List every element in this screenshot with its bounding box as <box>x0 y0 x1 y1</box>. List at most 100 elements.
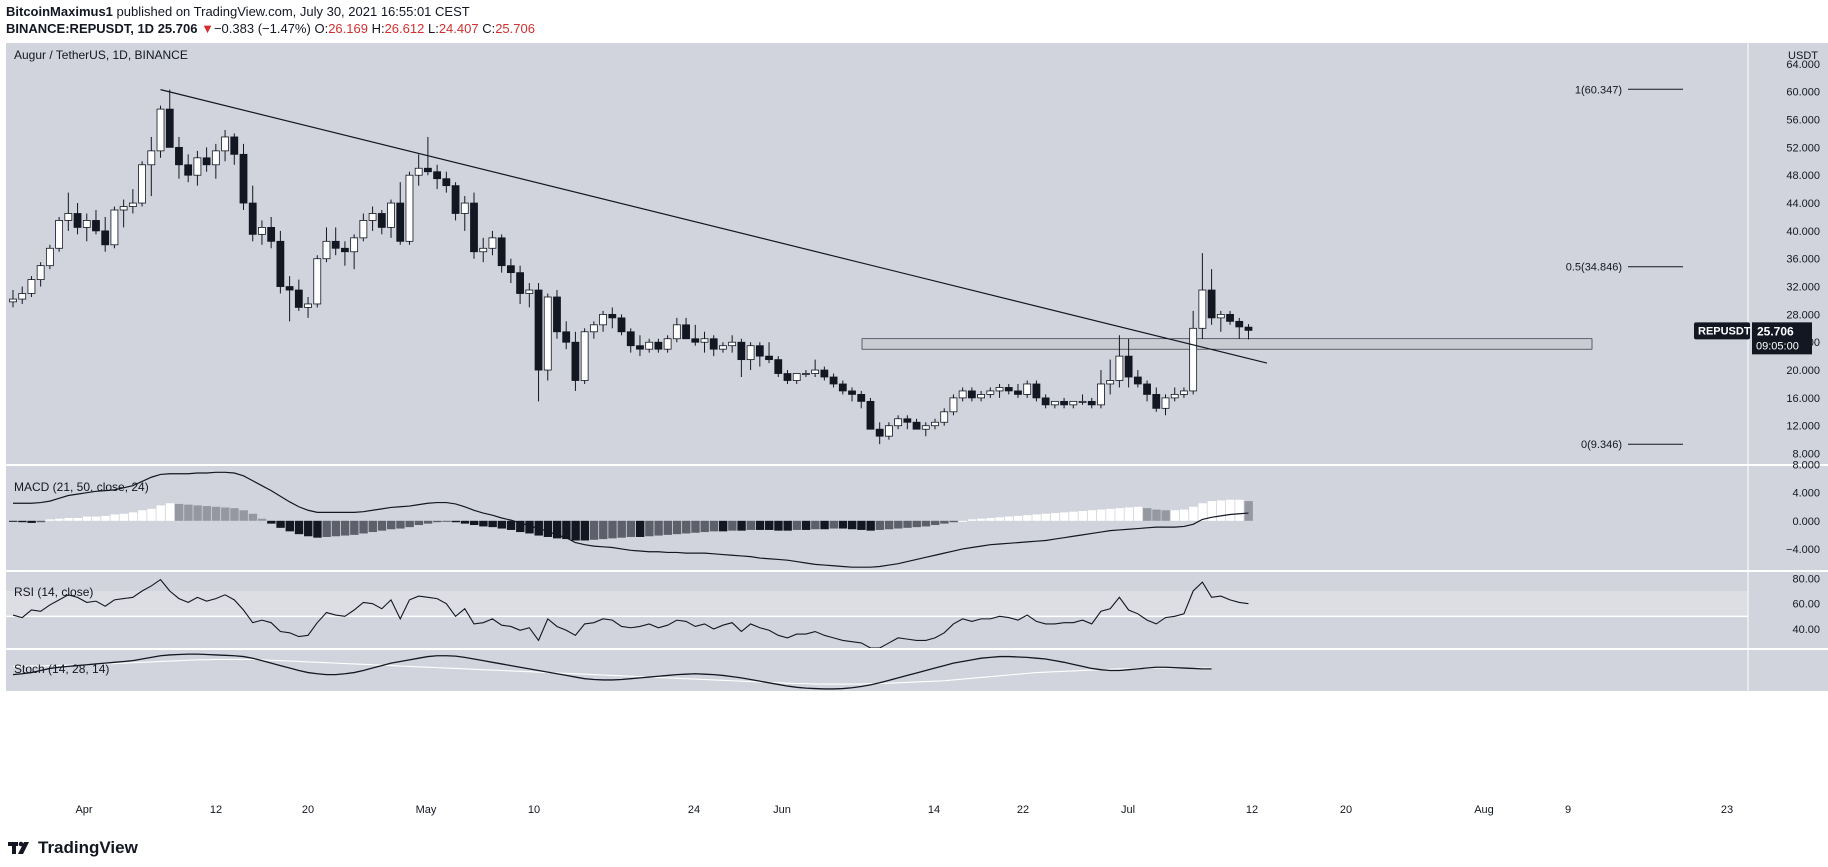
macd-histogram-bar <box>202 506 212 521</box>
time-tick-label: 10 <box>528 804 540 816</box>
low-label: L: <box>427 21 439 36</box>
macd-histogram-bar <box>387 520 396 530</box>
macd-histogram-bar <box>479 520 488 527</box>
macd-histogram-bar <box>829 520 838 529</box>
candle-body <box>442 178 451 187</box>
candle-body <box>875 428 884 437</box>
candle-body <box>451 185 460 214</box>
candle-body <box>73 213 82 228</box>
candle-body <box>350 237 359 253</box>
candle-body <box>571 341 580 381</box>
macd-histogram-bar <box>1133 506 1143 521</box>
candle-body <box>1180 390 1188 395</box>
macd-histogram-bar <box>193 505 202 521</box>
candle-body <box>1143 383 1151 395</box>
macd-histogram-bar <box>1078 510 1087 521</box>
time-tick-label: 9 <box>1565 804 1571 816</box>
candle-body <box>986 390 995 395</box>
macd-histogram-bar <box>626 520 636 537</box>
macd-histogram-bar <box>903 520 912 528</box>
candle-body <box>719 345 727 350</box>
price-tag-symbol-box <box>1694 322 1750 340</box>
publish-text: published on TradingView.com, July 30, 2… <box>116 4 470 19</box>
macd-histogram-bar <box>322 520 331 537</box>
time-axis[interactable]: Apr 12 20 May 10 24 Jun 14 22 Jul 12 20 Aug 9 23 <box>75 804 1733 816</box>
macd-histogram-bar <box>848 520 857 530</box>
time-tick-label: 22 <box>1017 804 1029 816</box>
candle-body <box>1032 383 1041 399</box>
candle-body <box>746 345 755 361</box>
macd-histogram-bar <box>801 520 811 530</box>
macd-histogram-bar <box>156 505 165 521</box>
candle-body <box>645 341 654 350</box>
candle-body <box>1078 400 1087 403</box>
macd-histogram-bar <box>257 518 267 521</box>
macd-histogram-bar <box>1023 515 1032 521</box>
candle-body <box>866 400 875 430</box>
candle-body <box>128 202 137 207</box>
candle-body <box>377 213 386 228</box>
fib-label: 0.5(34.846) <box>1566 262 1622 274</box>
candle-body <box>967 390 976 399</box>
price-tick-label: 56.000 <box>1786 115 1820 127</box>
stoch-title: Stoch (14, 28, 14) <box>14 662 109 676</box>
macd-histogram-bar <box>811 520 820 530</box>
time-tick-label: 24 <box>688 804 700 816</box>
author-name[interactable]: BitcoinMaximus1 <box>6 4 113 19</box>
macd-tick-label: 0.000 <box>1792 516 1820 528</box>
trendline-path <box>160 89 1268 364</box>
price-axis-unit: USDT <box>1788 50 1818 62</box>
macd-histogram-bar <box>1152 509 1161 521</box>
candle-body <box>543 296 552 371</box>
chart-area[interactable]: 1(60.347) 0.5(34.846) 0(9.346) 8.000 12.000… <box>0 43 1828 827</box>
macd-histogram-bar <box>857 520 866 530</box>
macd-histogram-bar <box>820 520 829 530</box>
macd-histogram-bar <box>921 520 931 527</box>
macd-histogram-bar <box>350 520 359 535</box>
macd-pane <box>9 471 1253 568</box>
macd-title: MACD (21, 50, close, 24) <box>14 480 149 494</box>
candle-body <box>368 213 377 221</box>
macd-histogram-bar <box>267 520 276 524</box>
candle-body <box>276 240 285 287</box>
candle-body <box>110 209 119 246</box>
high-label: H: <box>371 21 385 36</box>
candle-body <box>534 289 543 371</box>
macd-histogram-bar <box>783 520 792 531</box>
candle-body <box>294 289 303 308</box>
chart-svg[interactable]: 1(60.347) 0.5(34.846) 0(9.346) 8.000 12.000… <box>0 43 1828 827</box>
macd-histogram-bar <box>1069 511 1078 521</box>
price-tick-label: 52.000 <box>1786 142 1820 154</box>
macd-histogram-bar <box>1207 501 1216 521</box>
macd-histogram-bar <box>128 512 138 521</box>
trendline <box>160 89 1268 364</box>
candle-body <box>811 369 820 374</box>
candle-body <box>682 324 690 340</box>
candle-body <box>921 425 930 430</box>
candle-body <box>267 227 276 242</box>
candle-body <box>1023 383 1032 395</box>
price-tag-value-box <box>1752 322 1812 355</box>
macd-histogram-bar <box>506 520 516 530</box>
candle-body <box>497 237 506 267</box>
tradingview-footer[interactable]: TradingView <box>8 838 138 858</box>
macd-histogram-bar <box>64 518 73 521</box>
macd-histogram-bar <box>682 520 691 534</box>
time-tick-label: 23 <box>1721 804 1733 816</box>
candle-body <box>175 146 183 166</box>
candle-body <box>27 279 36 294</box>
macd-tick-label: −4.000 <box>1786 544 1820 556</box>
candles <box>9 89 1253 445</box>
candle-body <box>359 220 368 239</box>
macd-histogram-bar <box>1032 514 1041 521</box>
price-tick-label: 36.000 <box>1786 254 1820 266</box>
candle-body <box>1115 355 1124 381</box>
price-tag: REPUSDT 25.706 09:05:00 <box>1694 322 1812 355</box>
macd-histogram-bar <box>967 519 977 521</box>
macd-histogram-bar <box>755 520 765 530</box>
macd-histogram-bar <box>617 520 626 538</box>
candle-body <box>737 341 746 361</box>
stoch-pane <box>12 653 1212 690</box>
macd-histogram-bar <box>958 520 968 522</box>
price-tick-label: 16.000 <box>1786 393 1820 405</box>
